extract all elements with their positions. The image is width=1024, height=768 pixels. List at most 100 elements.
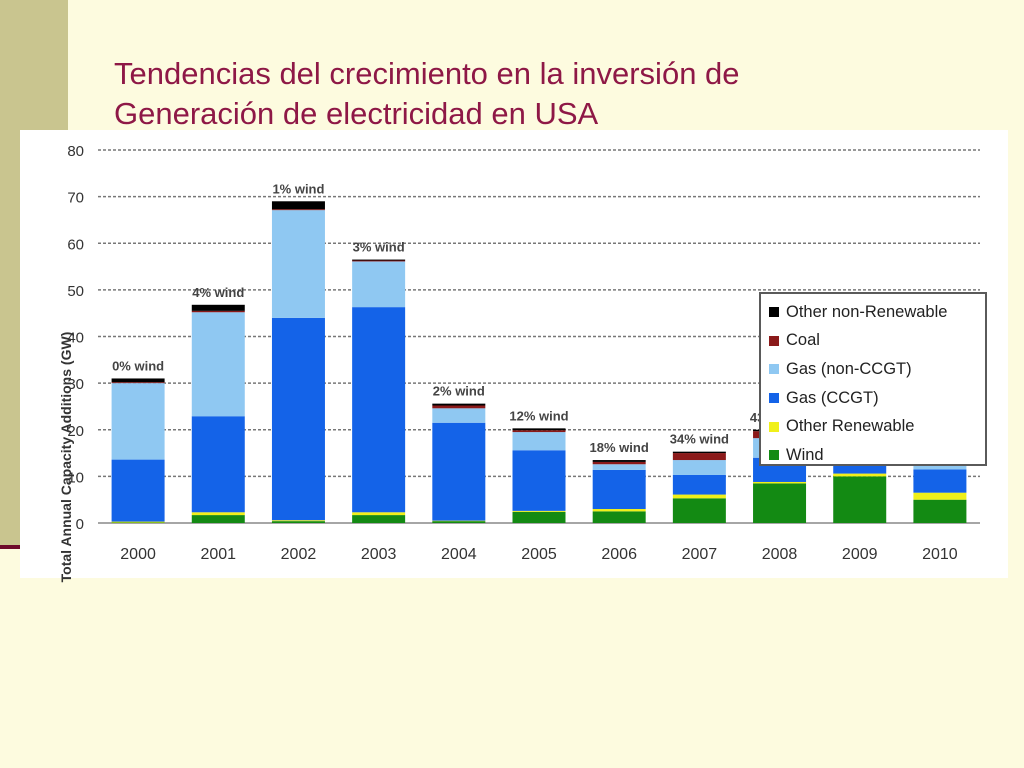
x-tick-label: 2006 bbox=[601, 546, 637, 563]
x-tick-label: 2010 bbox=[922, 546, 958, 563]
bar-segment-coal bbox=[111, 382, 165, 384]
bar-segment-gas-non-ccgt bbox=[592, 464, 646, 470]
y-tick-label: 10 bbox=[67, 469, 84, 486]
x-tick-label: 2008 bbox=[762, 546, 798, 563]
bar-segment-other-renewable bbox=[672, 494, 726, 499]
x-tick-label: 2005 bbox=[521, 546, 557, 563]
bar-segment-gas-non-ccgt bbox=[111, 383, 165, 460]
bar-segment-other-non-renewable bbox=[672, 451, 726, 454]
bar-segment-gas-ccgt bbox=[352, 307, 406, 513]
wind-share-annotation: 2% wind bbox=[433, 384, 485, 399]
y-tick-label: 0 bbox=[76, 516, 84, 533]
bar-segment-other-renewable bbox=[352, 512, 406, 516]
bar-segment-other-renewable bbox=[833, 473, 887, 477]
y-tick-label: 80 bbox=[67, 143, 84, 160]
bar-segment-coal bbox=[352, 260, 406, 262]
bar-segment-wind bbox=[271, 521, 325, 523]
slide-title-line-1: Tendencias del crecimiento en la inversi… bbox=[114, 56, 740, 91]
bar-segment-other-non-renewable bbox=[592, 460, 646, 462]
chart-panel: 0 10 20 30 40 50 60 70 80 2000 0% wind 2001 4% wind 2… bbox=[20, 130, 1008, 582]
bar-segment-gas-non-ccgt bbox=[352, 261, 406, 308]
bar-segment-gas-ccgt bbox=[191, 416, 245, 513]
bar-segment-gas-ccgt bbox=[672, 474, 726, 495]
legend-label: Coal bbox=[786, 331, 820, 350]
wind-share-annotation: 3% wind bbox=[353, 240, 405, 255]
legend-item: Other Renewable bbox=[769, 412, 985, 441]
wind-share-annotation: 12% wind bbox=[509, 408, 568, 423]
bar-segment-gas-ccgt bbox=[111, 459, 165, 522]
x-tick-label: 2002 bbox=[281, 546, 317, 563]
legend-label: Gas (non-CCGT) bbox=[786, 359, 912, 378]
legend-label: Other non-Renewable bbox=[786, 302, 948, 321]
bar-segment-gas-ccgt bbox=[592, 469, 646, 510]
bar-segment-coal bbox=[512, 430, 566, 433]
bar-segment-gas-ccgt bbox=[913, 469, 967, 493]
x-tick-label: 2007 bbox=[682, 546, 718, 563]
legend-swatch bbox=[769, 307, 779, 318]
bar-segment-wind bbox=[913, 499, 967, 523]
y-tick-label: 20 bbox=[67, 423, 84, 440]
bar-segment-other-renewable bbox=[271, 520, 325, 522]
y-tick-label: 50 bbox=[67, 283, 84, 300]
bar-segment-coal bbox=[271, 209, 325, 211]
bar-segment-gas-ccgt bbox=[432, 422, 486, 521]
bar-segment-coal bbox=[592, 461, 646, 465]
wind-share-annotation: 1% wind bbox=[272, 181, 324, 196]
bar-segment-other-non-renewable bbox=[432, 403, 486, 406]
legend-swatch bbox=[769, 364, 779, 375]
x-tick-label: 2009 bbox=[842, 546, 878, 563]
legend-label: Other Renewable bbox=[786, 417, 915, 436]
bar-segment-other-renewable bbox=[913, 492, 967, 500]
bar-segment-gas-non-ccgt bbox=[672, 460, 726, 475]
wind-share-annotation: 34% wind bbox=[670, 432, 729, 447]
legend-item: Gas (CCGT) bbox=[769, 384, 985, 413]
wind-share-annotation: 18% wind bbox=[590, 440, 649, 455]
x-tick-label: 2004 bbox=[441, 546, 477, 563]
bar-segment-other-non-renewable bbox=[111, 378, 165, 383]
bar-segment-wind bbox=[672, 498, 726, 523]
legend-swatch bbox=[769, 421, 779, 432]
bar-segment-gas-non-ccgt bbox=[191, 312, 245, 417]
y-tick-label: 40 bbox=[67, 330, 84, 347]
legend-label: Gas (CCGT) bbox=[786, 388, 879, 407]
x-tick-label: 2000 bbox=[120, 546, 156, 563]
bar-segment-wind bbox=[352, 515, 406, 523]
legend-item: Coal bbox=[769, 327, 985, 356]
legend-swatch bbox=[769, 393, 779, 404]
bar-segment-gas-ccgt bbox=[271, 317, 325, 521]
bar-segment-other-renewable bbox=[592, 509, 646, 512]
bar-segment-gas-non-ccgt bbox=[512, 432, 566, 451]
legend-swatch bbox=[769, 335, 779, 346]
bar-segment-gas-non-ccgt bbox=[271, 210, 325, 318]
bar-segment-other-non-renewable bbox=[352, 259, 406, 261]
bar-segment-gas-non-ccgt bbox=[432, 408, 486, 423]
y-tick-label: 70 bbox=[67, 190, 84, 207]
bar-segment-other-renewable bbox=[191, 512, 245, 516]
bar-segment-coal bbox=[432, 405, 486, 409]
slide-title-line-2: Generación de electricidad en USA bbox=[114, 96, 599, 131]
wind-share-annotation: 0% wind bbox=[112, 358, 164, 373]
bar-segment-wind bbox=[191, 515, 245, 523]
bar-segment-wind bbox=[512, 511, 566, 523]
bar-segment-other-non-renewable bbox=[512, 428, 566, 431]
legend-swatch bbox=[769, 450, 779, 461]
y-axis-label: Total Annual Capacity Additions (GW) bbox=[58, 331, 74, 583]
bar-segment-coal bbox=[672, 453, 726, 461]
bar-segment-wind bbox=[833, 476, 887, 523]
y-tick-label: 60 bbox=[67, 236, 84, 253]
x-tick-label: 2003 bbox=[361, 546, 397, 563]
bar-segment-other-renewable bbox=[512, 510, 566, 512]
legend-label: Wind bbox=[786, 445, 824, 464]
x-tick-label: 2001 bbox=[200, 546, 236, 563]
bar-segment-wind bbox=[753, 483, 807, 523]
legend-item: Wind bbox=[769, 441, 985, 470]
y-tick-label: 30 bbox=[67, 376, 84, 393]
bar-segment-other-non-renewable bbox=[191, 304, 245, 311]
bar-segment-wind bbox=[592, 511, 646, 523]
chart-legend: Other non-Renewable Coal Gas (non-CCGT) Gas… bbox=[759, 292, 987, 466]
bar-segment-other-renewable bbox=[111, 521, 165, 523]
bar-segment-other-renewable bbox=[753, 481, 807, 484]
bar-segment-gas-ccgt bbox=[512, 450, 566, 511]
legend-item: Gas (non-CCGT) bbox=[769, 355, 985, 384]
bar-segment-other-non-renewable bbox=[271, 201, 325, 210]
